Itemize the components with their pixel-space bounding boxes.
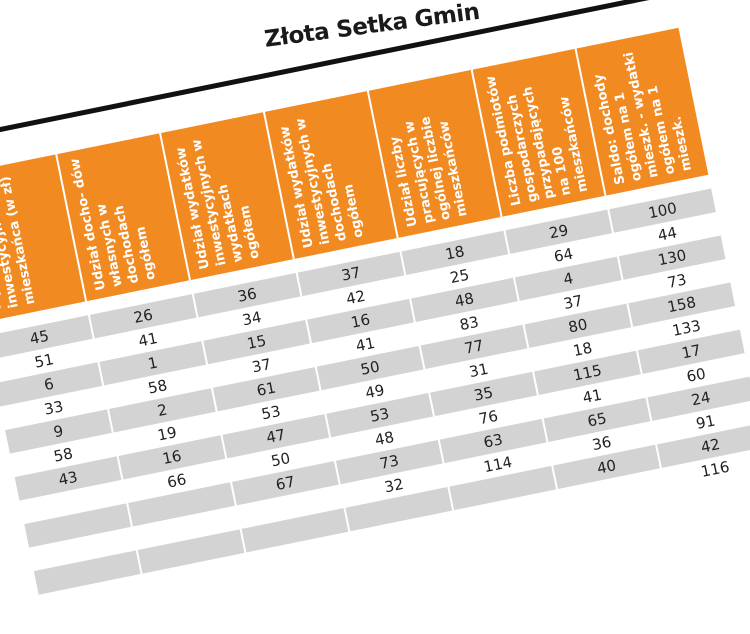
column-header-label: Udział wydatków inwestycyjnych w wydatka… xyxy=(173,137,263,271)
page-title: Złota Setka Gmin xyxy=(262,0,481,53)
column-header-label: Udział liczby pracujących w ogólnej licz… xyxy=(387,115,471,229)
column-header-label: Wydatki inwestycyjne na 1 mieszkańca (w … xyxy=(0,174,39,313)
ranking-table-sheet: Złota Setka Gmin Wydatki inwestycyjne na… xyxy=(0,0,750,595)
column-header-label: Liczba podmiotów gospodarczych przypadaj… xyxy=(483,74,592,207)
column-header-label: Udział wydatków inwestycyjnych w dochoda… xyxy=(277,116,367,250)
column-header-label: Saldo: dochody ogółem na 1 mieszk. - wyd… xyxy=(591,50,695,186)
column-header-label: Udział docho- dów własnych w dochodach o… xyxy=(67,156,159,292)
